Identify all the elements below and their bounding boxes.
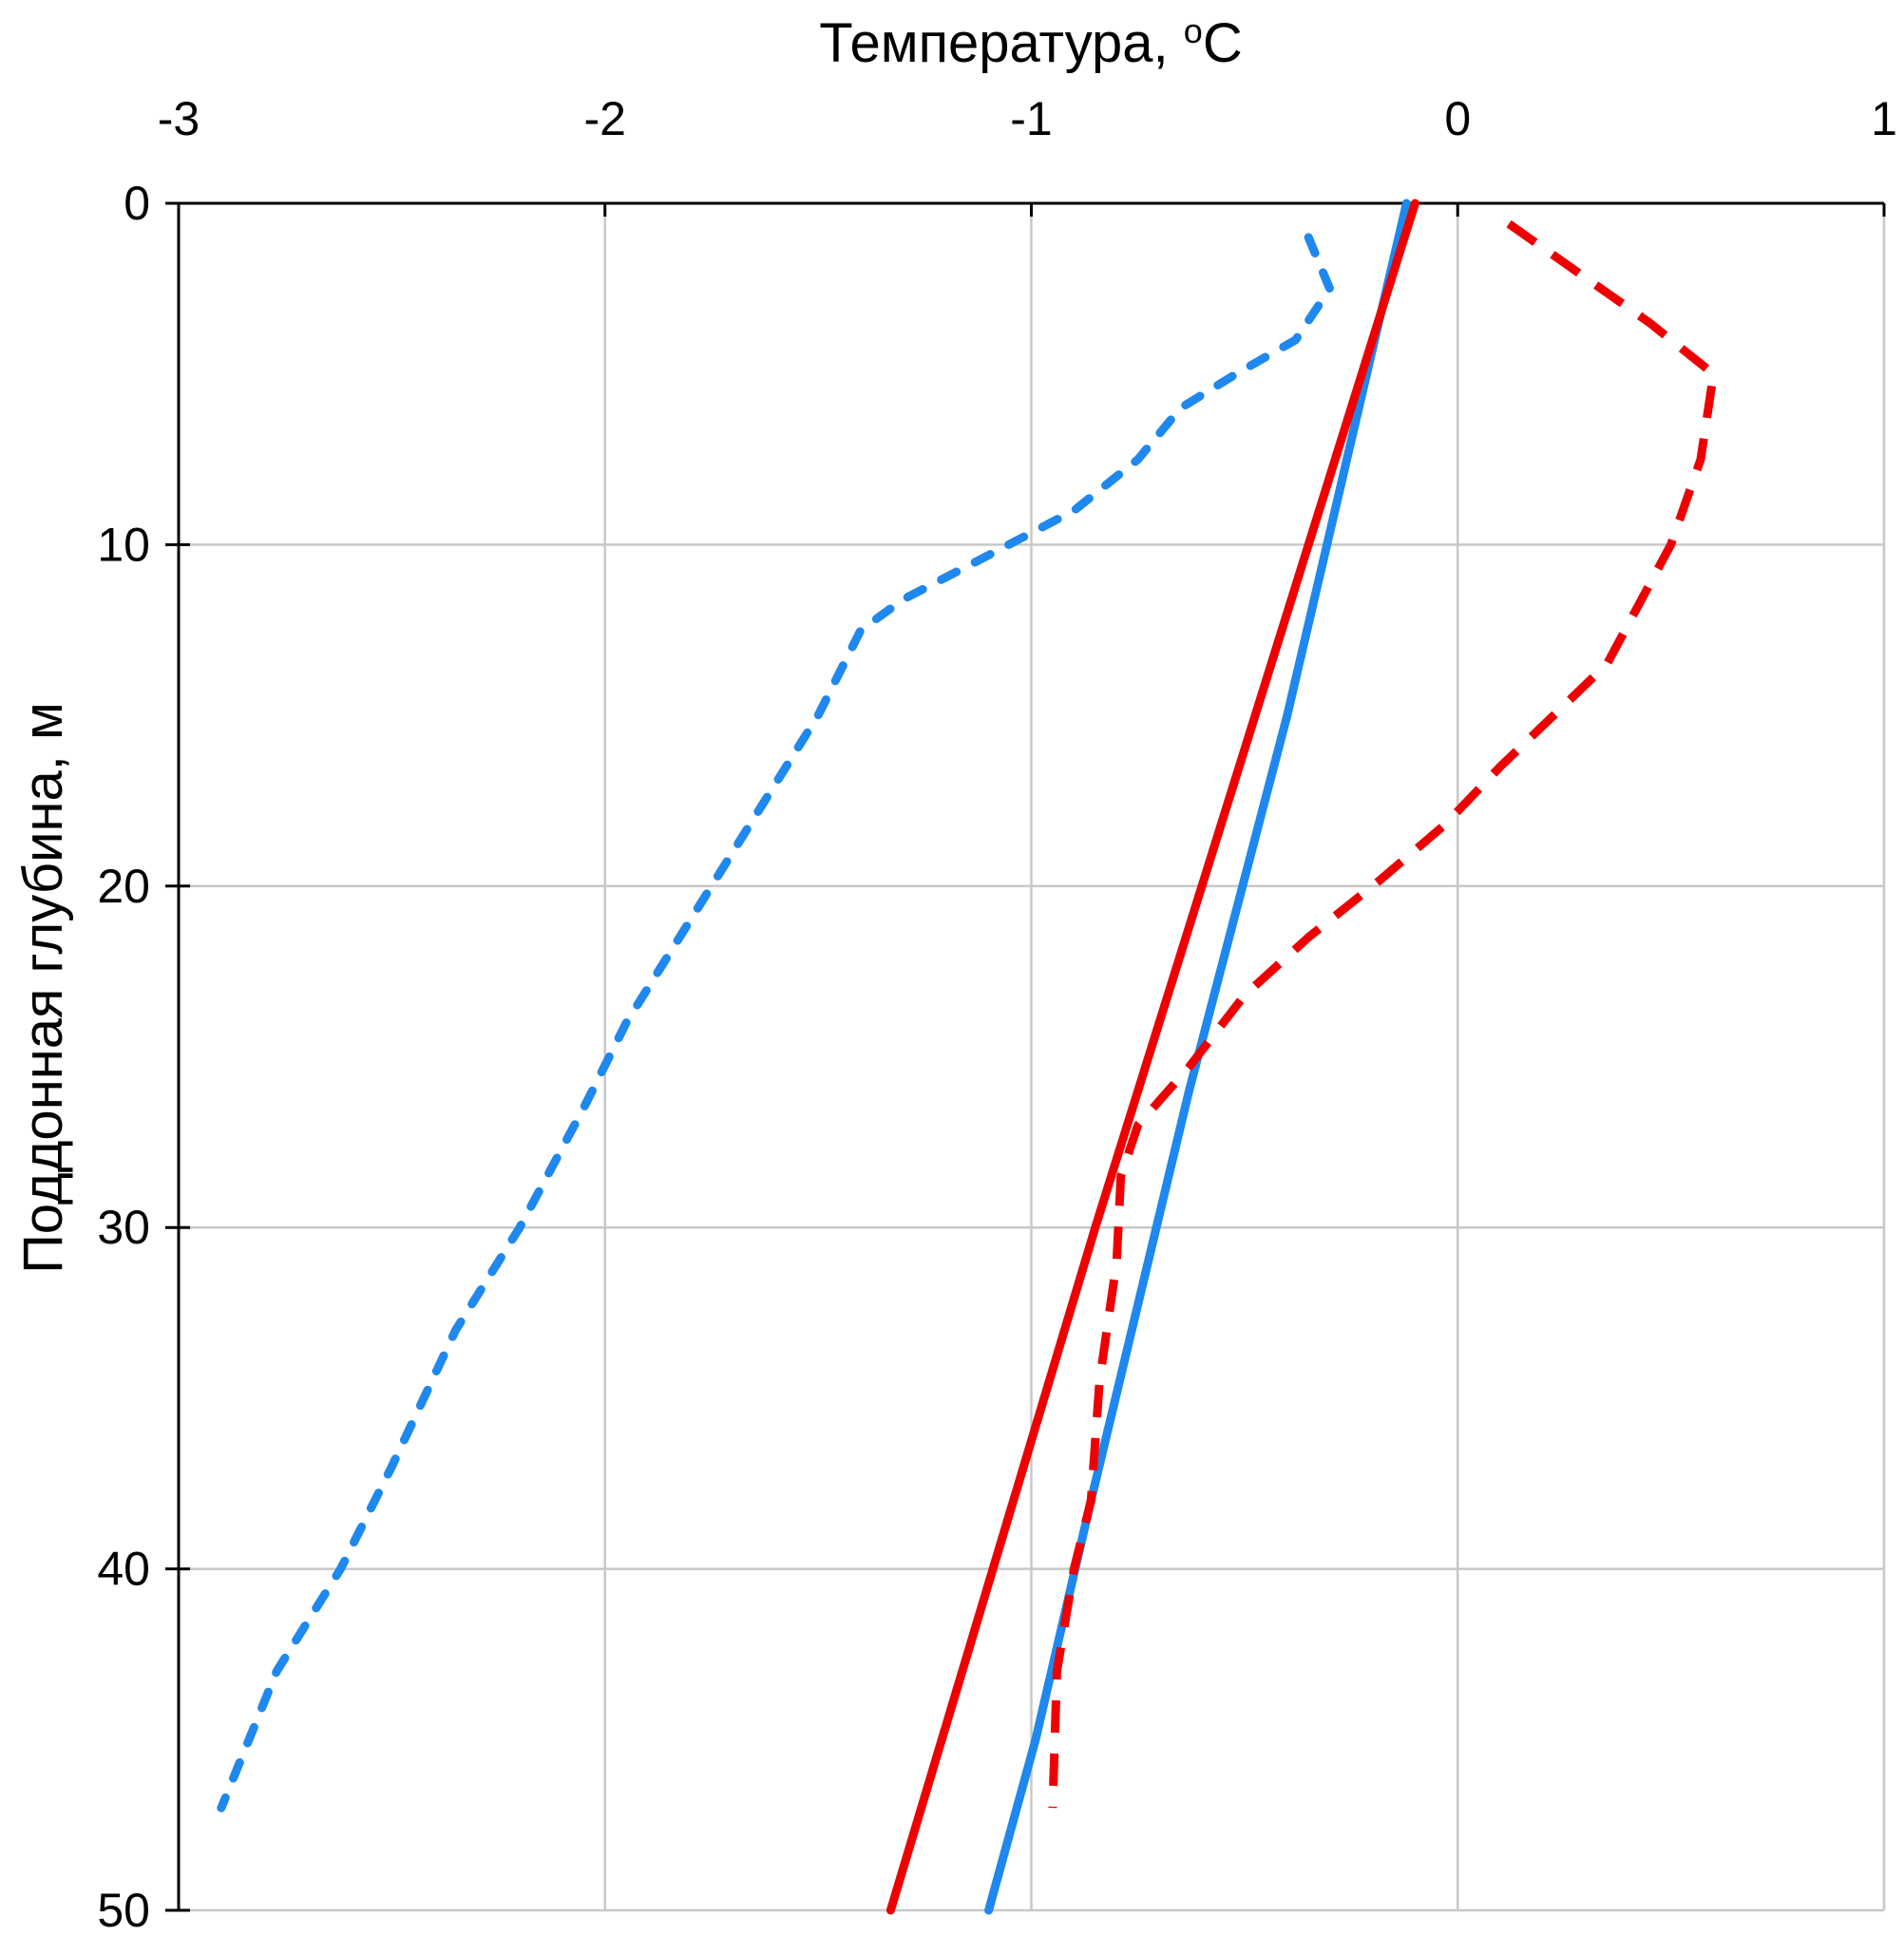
- y-tick-label: 50: [97, 1884, 150, 1937]
- x-axis-title-main: Температура,: [819, 12, 1184, 74]
- series-lines: [217, 199, 1718, 1915]
- x-tick-label: 0: [1444, 92, 1471, 145]
- series-line-solid-red: [885, 199, 1419, 1915]
- y-tick-label: 10: [97, 518, 150, 571]
- series-line-dotted-blue: [217, 233, 1335, 1812]
- x-axis-title-superscript: o: [1184, 11, 1203, 50]
- y-axis-title: Поддонная глубина, м: [12, 702, 74, 1274]
- x-tick-label: -1: [1010, 92, 1052, 145]
- y-tick-label: 30: [97, 1201, 150, 1254]
- series-line-dashed-red: [1048, 219, 1718, 1809]
- x-axis-title-unit: C: [1203, 12, 1243, 74]
- x-tick-label: -2: [584, 92, 626, 145]
- y-tick-label: 40: [97, 1543, 150, 1596]
- y-tick-label: 0: [124, 177, 150, 230]
- x-axis-title: Температура, oC: [819, 11, 1242, 74]
- grid: [179, 203, 1886, 1912]
- series-line-solid-blue: [984, 199, 1411, 1915]
- x-tick-label: -3: [158, 92, 200, 145]
- y-tick-label: 20: [97, 860, 150, 913]
- x-tick-label: 1: [1871, 92, 1897, 145]
- axes: [165, 201, 1886, 1912]
